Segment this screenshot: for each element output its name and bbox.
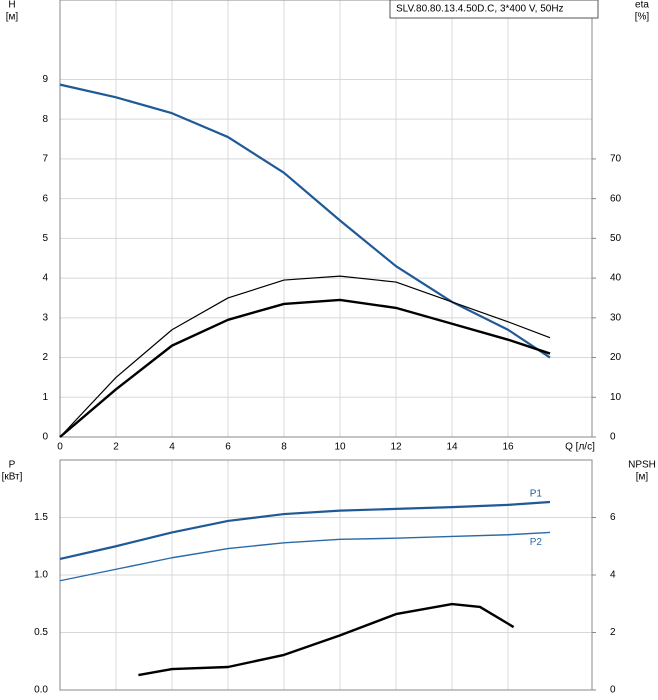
y-tick-label: 1.5 — [34, 512, 48, 523]
y2-axis-title: NPSH — [628, 460, 656, 471]
y2-tick-label: 0 — [610, 685, 616, 696]
series-label: P2 — [530, 537, 543, 548]
legend-text: SLV.80.80.13.4.50D.C, 3*400 V, 50Hz — [396, 4, 564, 15]
y-tick-label: 0 — [42, 432, 48, 443]
x-tick-label: 12 — [390, 442, 402, 453]
x-tick-label: 16 — [502, 442, 514, 453]
y2-tick-label: 10 — [610, 392, 622, 403]
y-axis-title: H — [8, 0, 15, 11]
curve — [59, 298, 551, 438]
series-label: P1 — [530, 489, 543, 500]
curve — [138, 602, 515, 677]
plot-frame — [59, 0, 593, 438]
y2-axis-title: [%] — [635, 12, 650, 23]
y2-tick-label: 6 — [610, 512, 616, 523]
curve — [59, 275, 551, 438]
y-tick-label: 0.5 — [34, 627, 48, 638]
y-tick-label: 6 — [42, 193, 48, 204]
y2-axis-title: eta — [635, 0, 649, 11]
y2-tick-label: 20 — [610, 352, 622, 363]
y-tick-label: 7 — [42, 154, 48, 165]
x-axis-title: Q [л/с] — [565, 442, 595, 453]
y2-tick-label: 60 — [610, 193, 622, 204]
y-tick-label: 5 — [42, 233, 48, 244]
y-tick-label: 0.0 — [34, 685, 48, 696]
curve — [59, 83, 551, 359]
y2-tick-label: 50 — [610, 233, 622, 244]
y2-axis-title: [м] — [636, 472, 649, 483]
y2-tick-label: 30 — [610, 312, 622, 323]
y-axis-title: [кВт] — [2, 472, 23, 483]
y2-tick-label: 70 — [610, 154, 622, 165]
y2-tick-label: 40 — [610, 273, 622, 284]
x-tick-label: 2 — [113, 442, 119, 453]
plot-frame — [59, 459, 593, 691]
x-tick-label: 8 — [281, 442, 287, 453]
y-tick-label: 1 — [42, 392, 48, 403]
x-tick-label: 14 — [446, 442, 458, 453]
y-tick-label: 4 — [42, 273, 48, 284]
x-tick-label: 0 — [57, 442, 63, 453]
y-tick-label: 3 — [42, 312, 48, 323]
y-tick-label: 9 — [42, 74, 48, 85]
x-tick-label: 6 — [225, 442, 231, 453]
y-tick-label: 2 — [42, 352, 48, 363]
y-axis-title: [м] — [6, 12, 19, 23]
y2-tick-label: 4 — [610, 570, 616, 581]
curve — [59, 500, 551, 560]
y-tick-label: 1.0 — [34, 570, 48, 581]
y-axis-title: P — [9, 460, 16, 471]
x-tick-label: 4 — [169, 442, 175, 453]
y2-tick-label: 0 — [610, 432, 616, 443]
curve — [59, 531, 551, 582]
y2-tick-label: 2 — [610, 627, 616, 638]
x-tick-label: 10 — [334, 442, 346, 453]
y-tick-label: 8 — [42, 114, 48, 125]
legend-box — [389, 0, 599, 19]
